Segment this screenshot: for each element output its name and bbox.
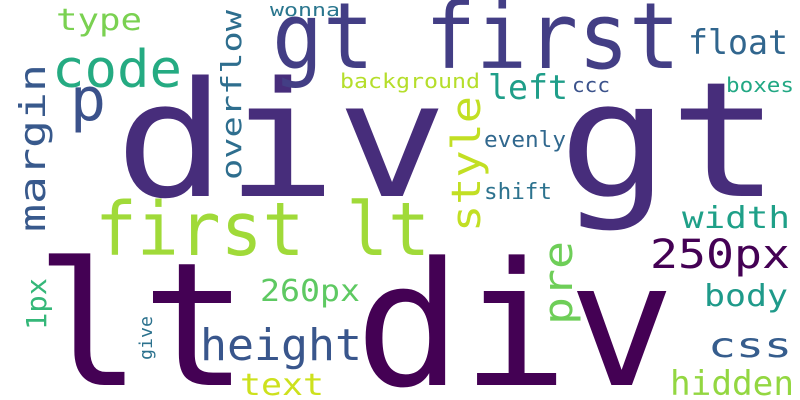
word-250px: 250px xyxy=(650,232,790,278)
word-shift: shift xyxy=(484,180,552,205)
word-margin: margin xyxy=(13,64,54,232)
word-give: give xyxy=(136,316,157,360)
word-overflow: overflow xyxy=(215,10,248,180)
word-260px: 260px xyxy=(260,274,360,309)
word-text: text xyxy=(240,368,324,400)
word-lt-div: lt div xyxy=(35,225,675,400)
word-evenly: evenly xyxy=(484,128,566,153)
word-gt-first: gt first xyxy=(272,0,680,90)
word-div-gt: div gt xyxy=(115,47,780,234)
word-style: style xyxy=(444,96,490,232)
word-pre: pre xyxy=(536,241,582,325)
word-boxes: boxes xyxy=(726,73,794,97)
word-first-lt: first lt xyxy=(95,187,430,273)
word-width: width xyxy=(682,201,790,236)
word-height: height xyxy=(200,320,362,371)
word-1px: 1px xyxy=(20,278,53,330)
word-background: background xyxy=(340,69,480,93)
word-type: type xyxy=(56,3,142,38)
word-p: p xyxy=(70,65,106,135)
word-css: css xyxy=(708,326,792,366)
word-hidden: hidden xyxy=(670,364,794,400)
word-ccc: ccc xyxy=(572,73,610,97)
word-wonna: wonna xyxy=(270,0,340,21)
word-float: float xyxy=(688,23,788,63)
word-left: left xyxy=(488,68,568,108)
word-body: body xyxy=(704,279,788,314)
word-code: code xyxy=(52,40,182,100)
